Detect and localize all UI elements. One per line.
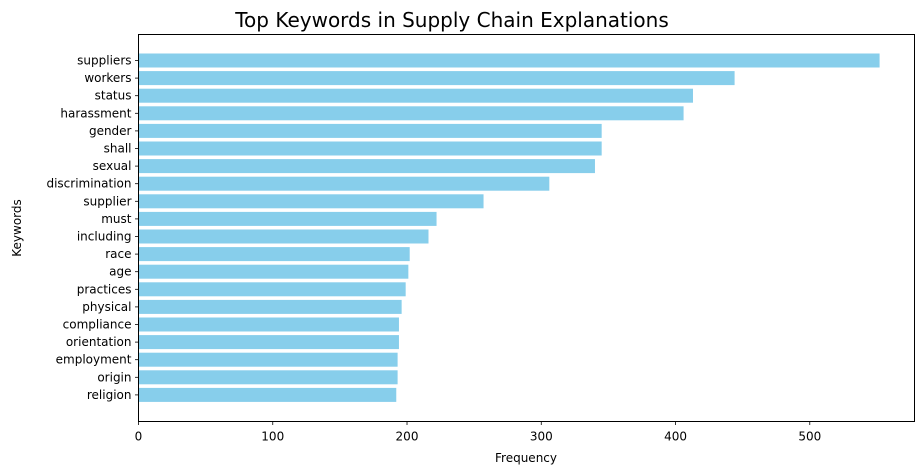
y-tick-label: must xyxy=(101,212,132,226)
bar-age xyxy=(138,264,409,279)
bar-religion xyxy=(138,387,397,402)
y-tick-label: shall xyxy=(104,142,132,156)
x-tick-label: 500 xyxy=(798,430,821,444)
bar-workers xyxy=(138,71,735,86)
bars-group xyxy=(138,53,880,402)
x-axis-label: Frequency xyxy=(495,451,557,465)
y-tick-label: origin xyxy=(97,370,131,384)
y-axis-label: Keywords xyxy=(10,199,24,257)
y-tick-label: harassment xyxy=(60,106,131,120)
bar-gender xyxy=(138,123,602,138)
bar-suppliers xyxy=(138,53,880,68)
y-tick-label: orientation xyxy=(66,335,132,349)
bar-supplier xyxy=(138,194,484,209)
y-tick-label: race xyxy=(105,247,131,261)
y-tick-label: suppliers xyxy=(77,54,131,68)
bar-origin xyxy=(138,370,398,385)
bar-sexual xyxy=(138,159,595,174)
plot-frame xyxy=(138,34,915,422)
y-tick-label: supplier xyxy=(83,194,131,208)
y-tick-label: sexual xyxy=(93,159,132,173)
y-tick-label: gender xyxy=(89,124,132,138)
bar-physical xyxy=(138,299,402,314)
y-tick-label: practices xyxy=(77,282,132,296)
x-axis-ticks: 0 100 200 300 400 500 xyxy=(135,421,821,444)
x-tick-label: 200 xyxy=(396,430,419,444)
y-tick-label: religion xyxy=(87,388,132,402)
x-tick-label: 100 xyxy=(261,430,284,444)
x-tick-label: 400 xyxy=(664,430,687,444)
x-tick-label: 300 xyxy=(530,430,553,444)
bar-compliance xyxy=(138,317,399,332)
y-tick-label: age xyxy=(109,265,131,279)
bar-status xyxy=(138,88,693,103)
bar-harassment xyxy=(138,106,684,121)
y-tick-label: employment xyxy=(56,353,132,367)
y-axis-ticks: suppliers workers status harassment gender sh… xyxy=(46,54,139,402)
bar-must xyxy=(138,211,437,226)
y-tick-label: compliance xyxy=(63,318,132,332)
bar-race xyxy=(138,247,410,262)
x-tick-label: 0 xyxy=(135,430,143,444)
bar-orientation xyxy=(138,335,399,350)
chart-title: Top Keywords in Supply Chain Explanation… xyxy=(234,8,669,32)
y-tick-label: physical xyxy=(82,300,131,314)
y-tick-label: including xyxy=(77,230,132,244)
bar-employment xyxy=(138,352,398,367)
y-tick-label: workers xyxy=(84,71,131,85)
bar-discrimination xyxy=(138,176,550,191)
bar-practices xyxy=(138,282,406,297)
bar-including xyxy=(138,229,429,244)
y-tick-label: discrimination xyxy=(46,177,131,191)
bar-shall xyxy=(138,141,602,156)
y-tick-label: status xyxy=(95,89,132,103)
